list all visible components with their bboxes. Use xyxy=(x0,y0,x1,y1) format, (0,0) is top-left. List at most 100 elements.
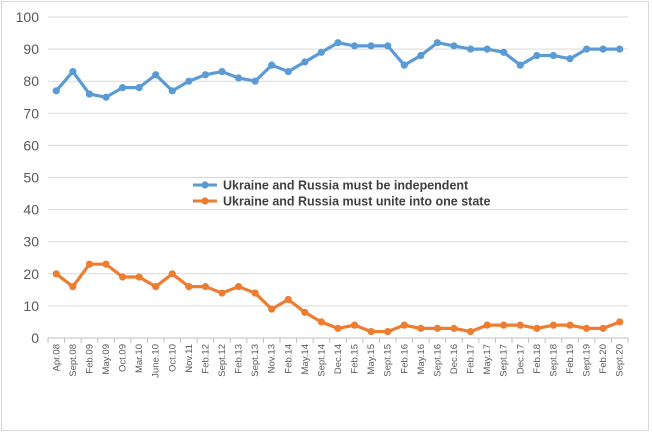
data-point xyxy=(417,51,425,60)
x-tick-label: Feb.17 xyxy=(466,344,477,374)
data-point xyxy=(85,260,94,268)
series-lines xyxy=(52,39,624,336)
x-tick-label: Sept.15 xyxy=(383,344,394,377)
data-point xyxy=(599,324,607,332)
x-tick-label: Mar.10 xyxy=(134,344,145,373)
data-point xyxy=(433,324,442,332)
data-point xyxy=(251,289,259,297)
data-point xyxy=(69,67,77,76)
data-point xyxy=(284,67,292,76)
x-tick-label: Sept.19 xyxy=(582,344,593,377)
data-point xyxy=(516,61,524,69)
data-point xyxy=(201,283,210,291)
data-point xyxy=(317,318,326,326)
x-tick-label: May.17 xyxy=(482,344,493,374)
data-point xyxy=(350,321,359,329)
data-point xyxy=(616,45,624,53)
data-point xyxy=(52,87,60,95)
x-axis xyxy=(47,337,629,343)
data-point xyxy=(433,39,442,47)
data-point xyxy=(284,295,292,304)
x-tick-label: Sept.16 xyxy=(432,344,443,377)
data-point xyxy=(234,74,243,82)
y-axis-tick-labels: 0 10 20 30 40 50 60 70 80 90 100 xyxy=(16,9,40,346)
data-point xyxy=(533,51,541,60)
data-point xyxy=(268,61,276,69)
x-tick-label: Nov.11 xyxy=(184,344,195,373)
data-point xyxy=(135,273,143,281)
x-tick-label: Sept.13 xyxy=(250,344,261,377)
data-point xyxy=(118,273,127,281)
series-2 xyxy=(52,260,624,336)
data-point xyxy=(152,71,160,79)
x-tick-label: Feb.09 xyxy=(84,344,95,374)
data-point xyxy=(218,67,226,76)
data-point xyxy=(500,321,508,329)
data-point xyxy=(483,321,491,329)
data-point xyxy=(500,48,508,56)
y-tick-label: 20 xyxy=(23,266,39,282)
data-point xyxy=(268,305,276,313)
data-point xyxy=(201,71,210,79)
data-point xyxy=(301,308,309,316)
legend-marker xyxy=(201,181,209,189)
legend: Ukraine and Russia must be independent Uk… xyxy=(193,179,490,209)
y-tick-label: 10 xyxy=(23,298,39,314)
data-point xyxy=(367,42,375,50)
data-point xyxy=(400,61,408,69)
x-tick-label: Feb.19 xyxy=(565,344,576,374)
x-tick-label: Dec.16 xyxy=(449,344,460,374)
data-point xyxy=(599,45,607,53)
data-point xyxy=(102,260,110,268)
legend-label: Ukraine and Russia must unite into one s… xyxy=(223,195,490,209)
y-tick-label: 100 xyxy=(16,9,40,25)
data-point xyxy=(384,327,392,336)
data-point xyxy=(185,77,193,85)
data-point xyxy=(85,90,94,98)
data-point xyxy=(301,58,309,66)
legend-label: Ukraine and Russia must be independent xyxy=(223,179,469,193)
data-point xyxy=(417,324,425,332)
y-tick-label: 90 xyxy=(23,41,39,57)
data-point xyxy=(168,270,176,278)
data-point xyxy=(533,324,541,332)
y-tick-label: 60 xyxy=(23,137,39,153)
data-point xyxy=(450,324,458,332)
x-tick-label: Sept.12 xyxy=(217,344,228,377)
data-point xyxy=(483,45,491,53)
x-tick-label: Sept.08 xyxy=(68,344,79,377)
data-point xyxy=(516,321,524,329)
x-tick-label: May.16 xyxy=(416,344,427,374)
data-point xyxy=(251,77,259,85)
y-tick-label: 40 xyxy=(23,202,39,218)
data-point xyxy=(234,283,243,291)
x-tick-label: Apr.08 xyxy=(51,344,62,371)
data-point xyxy=(317,48,326,56)
data-point xyxy=(400,321,408,329)
data-point xyxy=(582,324,591,332)
data-point xyxy=(384,42,392,50)
x-tick-label: Sept.18 xyxy=(548,344,559,377)
x-tick-label: May.14 xyxy=(300,344,311,374)
data-point xyxy=(152,283,160,291)
x-tick-label: Dec.14 xyxy=(333,344,344,374)
x-tick-label: Feb.12 xyxy=(200,344,211,374)
x-tick-label: Oct.10 xyxy=(167,344,178,372)
data-point xyxy=(218,289,226,297)
data-point xyxy=(102,93,110,101)
data-point xyxy=(582,45,591,53)
y-tick-label: 70 xyxy=(23,105,39,121)
data-point xyxy=(185,283,193,291)
x-tick-label: Sept.20 xyxy=(615,344,626,377)
y-tick-label: 0 xyxy=(31,330,39,346)
x-tick-label: Nov.13 xyxy=(267,344,278,373)
y-tick-label: 30 xyxy=(23,234,39,250)
legend-item-1: Ukraine and Russia must be independent xyxy=(193,179,469,193)
series-1 xyxy=(52,39,624,101)
data-point xyxy=(566,55,574,63)
legend-marker xyxy=(201,197,209,205)
x-tick-label: Dec.17 xyxy=(515,344,526,374)
x-tick-label: May.09 xyxy=(101,344,112,374)
